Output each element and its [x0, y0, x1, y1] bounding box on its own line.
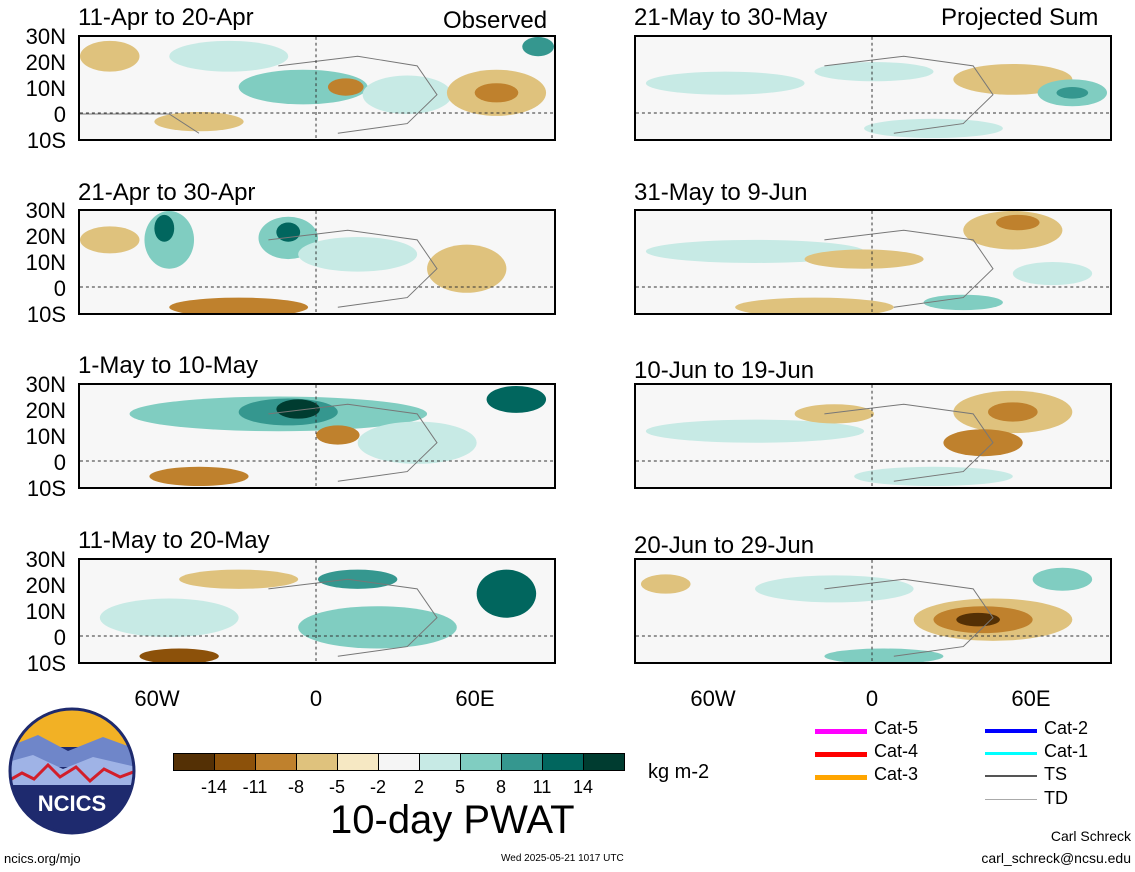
logo-text: NCICS: [38, 791, 106, 816]
map-panel-1: [78, 35, 556, 141]
colorbar-swatch: [296, 753, 338, 771]
legend-label-cat-1: Cat-1: [1044, 741, 1089, 761]
colorbar-swatch: [173, 753, 215, 771]
lon-label-60e-right: 60E: [1011, 686, 1051, 711]
footer-url: ncics.org/mjo: [4, 851, 81, 866]
lat-label-eq: 0: [53, 102, 66, 127]
legend-label-cat-5: Cat-5: [874, 718, 919, 738]
colorbar-tick-label: -11: [242, 777, 268, 797]
lat-label-10s: 10S: [26, 128, 66, 153]
panel-1-title: 11-Apr to 20-Apr: [78, 4, 254, 31]
map-panel-8: [634, 558, 1112, 664]
footer-timestamp: Wed 2025-05-21 1017 UTC: [501, 853, 624, 864]
legend-line-cat-4: [815, 752, 867, 757]
colorbar-tick-label: 8: [495, 777, 506, 797]
lat-label-30n: 30N: [25, 547, 66, 572]
lon-label-60e-left: 60E: [455, 686, 495, 711]
panel-3-title: 21-Apr to 30-Apr: [78, 179, 256, 206]
colorbar-swatch: [460, 753, 502, 771]
legend-line-cat-5: [815, 729, 867, 734]
legend-line-cat-1: [985, 752, 1037, 755]
legend-line-td: [985, 799, 1037, 800]
lat-label-30n: 30N: [25, 24, 66, 49]
lat-label-30n: 30N: [25, 198, 66, 223]
lat-label-10n: 10N: [25, 250, 66, 275]
lon-label-60w-left: 60W: [134, 686, 180, 711]
colorbar-title: 10-day PWAT: [330, 798, 575, 842]
legend-line-cat-2: [985, 729, 1037, 733]
colorbar-tick-label: -8: [287, 777, 304, 797]
legend-label-cat-2: Cat-2: [1044, 718, 1089, 738]
lon-label-60w-right: 60W: [690, 686, 736, 711]
colorbar-tick-label: -5: [328, 777, 345, 797]
colorbar-swatch: [583, 753, 625, 771]
colorbar-units: kg m-2: [648, 761, 710, 783]
lat-label-10s: 10S: [26, 302, 66, 327]
legend-line-ts: [985, 775, 1037, 777]
lat-label-30n: 30N: [25, 372, 66, 397]
map-panel-6: [634, 383, 1112, 489]
panel-5-title: 1-May to 10-May: [78, 352, 259, 379]
footer-email: carl_schreck@ncsu.edu: [981, 850, 1131, 866]
colorbar-swatch: [214, 753, 256, 771]
lat-label-eq: 0: [53, 450, 66, 475]
colorbar-swatch: [255, 753, 297, 771]
footer-author: Carl Schreck: [1050, 828, 1131, 844]
legend-label-cat-3: Cat-3: [874, 764, 919, 784]
lon-label-0-left: 0: [309, 686, 323, 711]
map-panel-2: [634, 35, 1112, 141]
panel-7-title: 11-May to 20-May: [78, 527, 270, 554]
panel-4-title: 31-May to 9-Jun: [634, 179, 808, 206]
lon-label-0-right: 0: [865, 686, 879, 711]
lat-label-10n: 10N: [25, 424, 66, 449]
colorbar-tick-label: 5: [454, 777, 465, 797]
colorbar-swatch: [337, 753, 379, 771]
colorbar-swatch: [542, 753, 584, 771]
legend-label-td: TD: [1044, 788, 1068, 808]
lat-label-20n: 20N: [25, 398, 66, 423]
legend-label-ts: TS: [1044, 764, 1068, 784]
lat-label-10n: 10N: [25, 599, 66, 624]
panel-1-tag: Observed: [443, 7, 548, 34]
colorbar-tick-label: -14: [200, 777, 227, 797]
ncics-logo: NCICS: [8, 707, 136, 835]
panel-2-title: 21-May to 30-May: [634, 4, 828, 31]
colorbar-swatch: [419, 753, 461, 771]
map-panel-3: [78, 209, 556, 315]
colorbar-swatch: [501, 753, 543, 771]
map-panel-7: [78, 558, 556, 664]
lat-label-20n: 20N: [25, 224, 66, 249]
lat-label-10n: 10N: [25, 76, 66, 101]
panel-6-title: 10-Jun to 19-Jun: [634, 357, 815, 384]
panel-8-title: 20-Jun to 29-Jun: [634, 532, 815, 559]
colorbar-tick-label: 14: [572, 777, 594, 797]
lat-label-eq: 0: [53, 276, 66, 301]
lat-label-20n: 20N: [25, 50, 66, 75]
colorbar-tick-label: 11: [532, 777, 552, 797]
colorbar-tick-label: -2: [369, 777, 386, 797]
map-panel-5: [78, 383, 556, 489]
legend-line-cat-3: [815, 775, 867, 780]
colorbar-swatch: [378, 753, 420, 771]
lat-label-10s: 10S: [26, 651, 66, 676]
panel-2-tag: Projected Sum: [941, 4, 1099, 31]
lat-label-20n: 20N: [25, 573, 66, 598]
colorbar-tick-label: 2: [413, 777, 424, 797]
lat-label-eq: 0: [53, 625, 66, 650]
map-panel-4: [634, 209, 1112, 315]
legend-label-cat-4: Cat-4: [874, 741, 919, 761]
lat-label-10s: 10S: [26, 476, 66, 501]
